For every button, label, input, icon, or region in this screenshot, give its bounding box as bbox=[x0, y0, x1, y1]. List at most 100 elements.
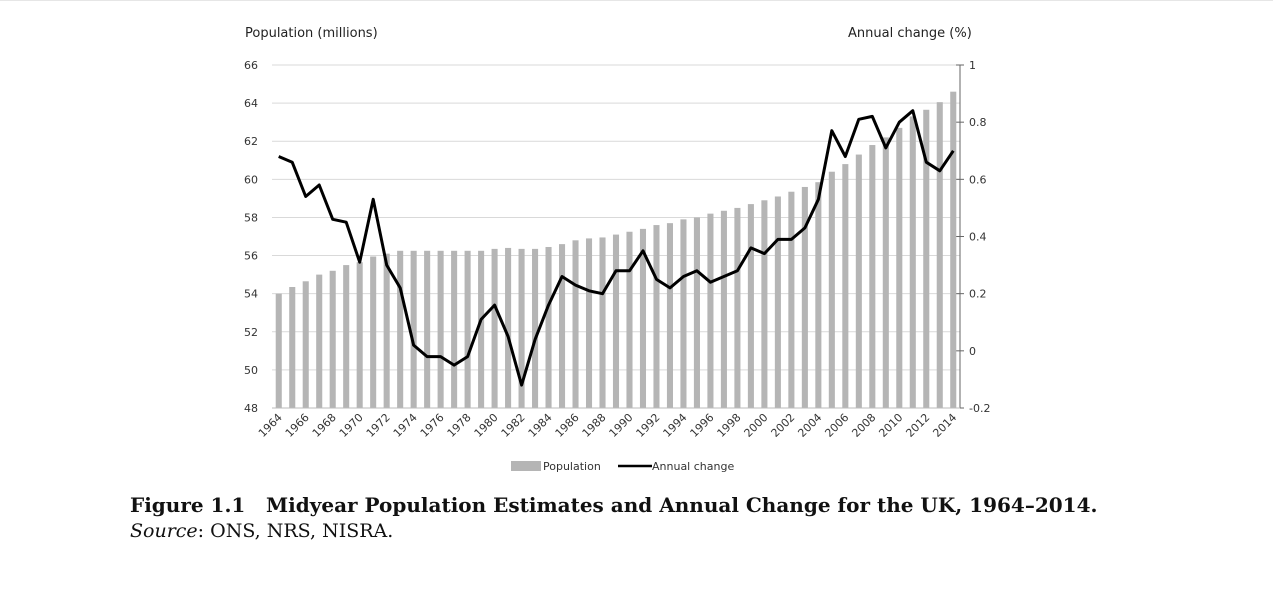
right-tick-label: 0.2 bbox=[969, 288, 987, 301]
bar-population bbox=[424, 250, 431, 408]
bar-population bbox=[370, 256, 377, 408]
line-annual-change bbox=[278, 109, 955, 387]
x-tick-label: 1994 bbox=[661, 411, 690, 440]
bar-population bbox=[909, 116, 916, 408]
caption-source-line: Source: ONS, NRS, NISRA. bbox=[130, 520, 1097, 542]
bar-population bbox=[869, 145, 876, 409]
x-tick-label: 1996 bbox=[688, 411, 717, 440]
x-tick-label: 2006 bbox=[822, 411, 851, 440]
bar-population bbox=[383, 253, 390, 408]
x-tick-label: 2008 bbox=[849, 411, 878, 440]
left-tick-label: 64 bbox=[244, 97, 258, 110]
bar-population bbox=[612, 234, 620, 408]
bar-population bbox=[437, 250, 444, 408]
left-tick-label: 48 bbox=[244, 402, 258, 415]
source-label: Source bbox=[130, 520, 198, 542]
top-border bbox=[0, 0, 1273, 1]
bar-population bbox=[815, 182, 822, 408]
x-tick-label: 1998 bbox=[715, 411, 744, 440]
right-tick-label: 0.8 bbox=[969, 116, 987, 129]
left-tick-label: 60 bbox=[244, 173, 258, 186]
bar-population bbox=[734, 207, 741, 408]
right-tick-label: 1 bbox=[969, 59, 976, 72]
bar-population bbox=[559, 244, 566, 408]
bar-population bbox=[639, 228, 647, 408]
bar-population bbox=[316, 274, 323, 408]
bar-population bbox=[491, 248, 498, 408]
bar-population bbox=[747, 204, 754, 408]
bar-population bbox=[896, 127, 903, 408]
bar-population bbox=[451, 250, 458, 408]
figure-title: Midyear Population Estimates and Annual … bbox=[266, 493, 1098, 517]
bar-population bbox=[828, 171, 835, 408]
bar-population bbox=[774, 196, 781, 408]
bar-population bbox=[585, 238, 593, 408]
x-tick-label: 1972 bbox=[364, 411, 393, 440]
x-tick-label: 1964 bbox=[256, 411, 285, 440]
left-tick-label: 58 bbox=[244, 211, 258, 224]
bar-population bbox=[680, 219, 687, 408]
x-tick-label: 1984 bbox=[526, 411, 555, 440]
x-tick-label: 1978 bbox=[445, 411, 474, 440]
x-tick-label: 1970 bbox=[337, 411, 366, 440]
x-tick-label: 2004 bbox=[795, 411, 824, 440]
bar-population bbox=[572, 240, 579, 408]
x-tick-label: 1982 bbox=[499, 411, 528, 440]
x-tick-label: 2012 bbox=[903, 411, 932, 440]
bar-population bbox=[410, 250, 417, 408]
x-tick-label: 1986 bbox=[553, 411, 582, 440]
bar-population bbox=[356, 262, 363, 408]
bar-population bbox=[275, 293, 282, 408]
legend-swatch-population bbox=[511, 461, 541, 471]
left-axis-title: Population (millions) bbox=[245, 26, 378, 41]
bar-population bbox=[329, 270, 336, 408]
right-axis-title: Annual change (%) bbox=[848, 26, 972, 41]
bar-population bbox=[289, 286, 296, 408]
bar-population bbox=[950, 91, 957, 408]
bar-population bbox=[478, 250, 485, 408]
bar-population bbox=[343, 265, 350, 408]
x-tick-label: 1966 bbox=[283, 411, 312, 440]
legend-label-population: Population bbox=[543, 460, 601, 473]
bar-population bbox=[720, 210, 727, 408]
left-tick-label: 54 bbox=[244, 288, 258, 301]
bar-population bbox=[923, 109, 930, 409]
x-tick-label: 2014 bbox=[930, 411, 959, 440]
bar-population bbox=[666, 223, 673, 408]
bar-population bbox=[855, 154, 862, 408]
figure-caption: Figure 1.1 Midyear Population Estimates a… bbox=[130, 493, 1097, 542]
right-tick-label: 0 bbox=[969, 345, 976, 358]
bar-population bbox=[761, 200, 768, 408]
x-tick-label: 2002 bbox=[769, 411, 798, 440]
bar-population bbox=[532, 248, 539, 408]
left-tick-label: 50 bbox=[244, 364, 258, 377]
bar-population bbox=[707, 213, 714, 408]
right-tick-label: -0.2 bbox=[969, 402, 990, 415]
bar-population bbox=[653, 225, 660, 408]
bar-population bbox=[842, 164, 849, 408]
x-tick-label: 1980 bbox=[472, 411, 501, 440]
bar-population bbox=[599, 237, 606, 408]
x-tick-label: 1988 bbox=[580, 411, 609, 440]
bar-population bbox=[518, 248, 525, 408]
bar-population bbox=[397, 250, 404, 408]
chart-plot: 48 50 52 54 56 58 60 62 64 66 -0.2 0 0.2 0.4 0.6 0.8 1 19… bbox=[244, 59, 990, 473]
bar-population bbox=[505, 247, 512, 408]
x-tick-label: 1968 bbox=[310, 411, 339, 440]
left-tick-label: 56 bbox=[244, 250, 258, 263]
caption-title-line: Figure 1.1 Midyear Population Estimates a… bbox=[130, 493, 1097, 517]
x-tick-label: 2010 bbox=[876, 411, 905, 440]
bar-population bbox=[801, 186, 808, 408]
bar-population bbox=[302, 281, 309, 408]
x-tick-label: 1974 bbox=[391, 411, 420, 440]
bar-population bbox=[882, 137, 889, 408]
left-tick-label: 52 bbox=[244, 326, 258, 339]
x-tick-label: 2000 bbox=[742, 411, 771, 440]
bar-population bbox=[626, 231, 633, 408]
figure-number: Figure 1.1 bbox=[130, 493, 246, 517]
bar-population bbox=[788, 191, 795, 408]
bar-population bbox=[545, 246, 552, 408]
bar-population bbox=[693, 217, 700, 408]
left-tick-label: 62 bbox=[244, 135, 258, 148]
bar-population bbox=[464, 250, 471, 408]
